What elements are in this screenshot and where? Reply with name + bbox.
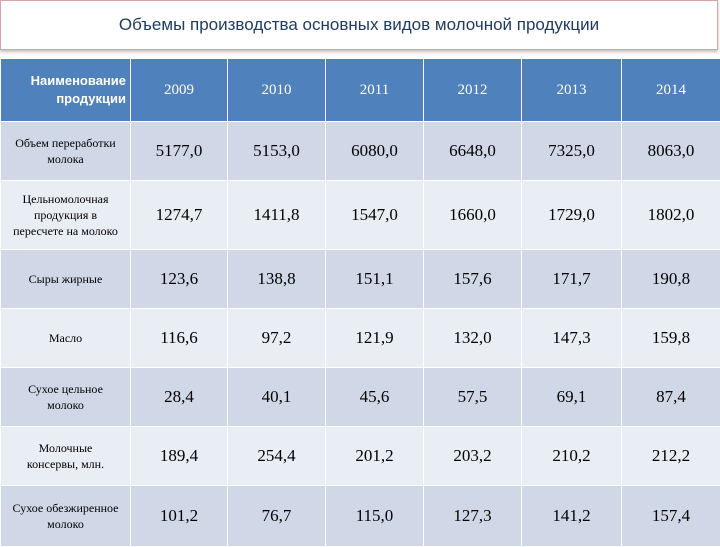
row-label: Масло [1,309,131,368]
row-label: Сухое цельное молоко [1,368,131,427]
table-cell: 254,4 [228,427,326,486]
column-header-year: 2009 [131,59,228,122]
column-header-year: 2014 [622,59,720,122]
table-cell: 127,3 [424,486,522,547]
table-cell: 5177,0 [131,122,228,181]
table-cell: 8063,0 [622,122,720,181]
table-cell: 87,4 [622,368,720,427]
table-cell: 151,1 [326,250,424,309]
table-cell: 69,1 [522,368,622,427]
table-cell: 5153,0 [228,122,326,181]
table-cell: 210,2 [522,427,622,486]
table-cell: 1660,0 [424,181,522,250]
table-cell: 123,6 [131,250,228,309]
row-label: Сыры жирные [1,250,131,309]
column-header-year: 2011 [326,59,424,122]
table-row: Сухое цельное молоко 28,4 40,1 45,6 57,5… [1,368,720,427]
table-cell: 189,4 [131,427,228,486]
slide-title-box: Объемы производства основных видов молоч… [0,0,718,50]
table-row: Объем переработки молока 5177,0 5153,0 6… [1,122,720,181]
dairy-production-table: Наименование продукции 2009 2010 2011 20… [0,58,720,547]
table-row: Цельномолочная продукция в пересчете на … [1,181,720,250]
table-cell: 28,4 [131,368,228,427]
row-label: Сухое обезжиренное молоко [1,486,131,547]
table-cell: 76,7 [228,486,326,547]
table-cell: 121,9 [326,309,424,368]
table-cell: 201,2 [326,427,424,486]
table-row: Сыры жирные 123,6 138,8 151,1 157,6 171,… [1,250,720,309]
header-row: Наименование продукции 2009 2010 2011 20… [1,59,720,122]
table-cell: 97,2 [228,309,326,368]
table-cell: 7325,0 [522,122,622,181]
table-cell: 141,2 [522,486,622,547]
table-cell: 40,1 [228,368,326,427]
row-label: Объем переработки молока [1,122,131,181]
table-cell: 1547,0 [326,181,424,250]
row-label: Молочные консервы, млн. [1,427,131,486]
table-row: Сухое обезжиренное молоко 101,2 76,7 115… [1,486,720,547]
row-label: Цельномолочная продукция в пересчете на … [1,181,131,250]
table-cell: 171,7 [522,250,622,309]
table-cell: 212,2 [622,427,720,486]
table-cell: 138,8 [228,250,326,309]
column-header-year: 2013 [522,59,622,122]
column-header-year: 2010 [228,59,326,122]
table-cell: 157,6 [424,250,522,309]
table-row: Масло 116,6 97,2 121,9 132,0 147,3 159,8 [1,309,720,368]
table-cell: 1411,8 [228,181,326,250]
table-cell: 1729,0 [522,181,622,250]
table-cell: 159,8 [622,309,720,368]
column-header-year: 2012 [424,59,522,122]
table-cell: 45,6 [326,368,424,427]
table-row: Молочные консервы, млн. 189,4 254,4 201,… [1,427,720,486]
column-header-name: Наименование продукции [1,59,131,122]
table-cell: 190,8 [622,250,720,309]
table-cell: 6080,0 [326,122,424,181]
slide-title: Объемы производства основных видов молоч… [119,15,599,35]
table-cell: 116,6 [131,309,228,368]
table-cell: 101,2 [131,486,228,547]
table-cell: 57,5 [424,368,522,427]
table-cell: 6648,0 [424,122,522,181]
table-cell: 147,3 [522,309,622,368]
table-cell: 157,4 [622,486,720,547]
table-cell: 203,2 [424,427,522,486]
table-cell: 1802,0 [622,181,720,250]
table-cell: 132,0 [424,309,522,368]
table-cell: 115,0 [326,486,424,547]
table-cell: 1274,7 [131,181,228,250]
